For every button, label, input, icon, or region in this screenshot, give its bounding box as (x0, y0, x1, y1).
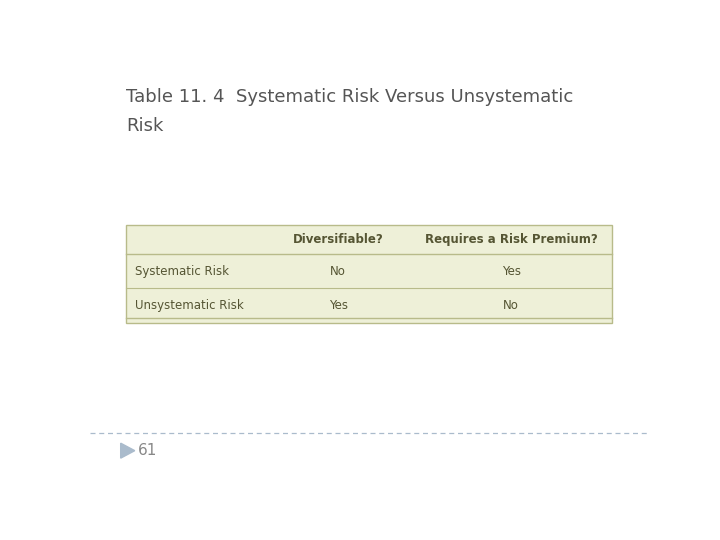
Text: Risk: Risk (126, 117, 163, 135)
Text: Yes: Yes (329, 299, 348, 312)
Text: No: No (330, 265, 346, 278)
Text: Yes: Yes (502, 265, 521, 278)
Text: Requires a Risk Premium?: Requires a Risk Premium? (425, 233, 598, 246)
Text: Unsystematic Risk: Unsystematic Risk (135, 299, 243, 312)
Text: Diversifiable?: Diversifiable? (293, 233, 384, 246)
Polygon shape (121, 443, 135, 458)
Text: Systematic Risk: Systematic Risk (135, 265, 229, 278)
Text: 61: 61 (138, 443, 157, 458)
Text: Table 11. 4  Systematic Risk Versus Unsystematic: Table 11. 4 Systematic Risk Versus Unsys… (126, 87, 574, 106)
Text: No: No (503, 299, 519, 312)
FancyBboxPatch shape (126, 225, 612, 322)
